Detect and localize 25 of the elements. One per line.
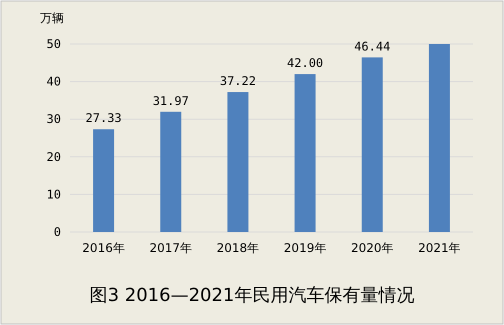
x-tick-label: 2021年 [418,241,461,255]
bar [428,44,450,232]
data-label: 31.97 [152,94,189,108]
y-tick-label: 0 [54,225,61,239]
text: 图3 2016—2021年民用汽车保有量情况 [90,285,414,306]
bar [160,112,182,232]
x-tick-label: 2020年 [350,241,394,255]
y-tick-label: 50 [46,37,61,51]
x-tick-label: 2019年 [284,241,326,255]
x-tick-label: 2018年 [216,241,260,255]
bar [294,74,316,232]
y-axis-title: 万辆 [40,11,64,25]
x-tick-label: 2017年 [149,241,192,255]
y-tick-label: 20 [46,150,61,164]
bar [93,129,114,232]
y-tick-label: 40 [46,74,61,89]
bar [362,57,383,232]
x-tick-label: 2016年 [82,241,125,255]
y-tick-label: 30 [46,112,61,126]
data-label: 42.00 [287,56,324,70]
y-tick-label: 10 [46,187,61,202]
data-label: 46.44 [354,39,390,54]
data-label: 27.33 [86,111,122,126]
data-label: 37.22 [220,74,256,88]
bar [227,92,248,232]
